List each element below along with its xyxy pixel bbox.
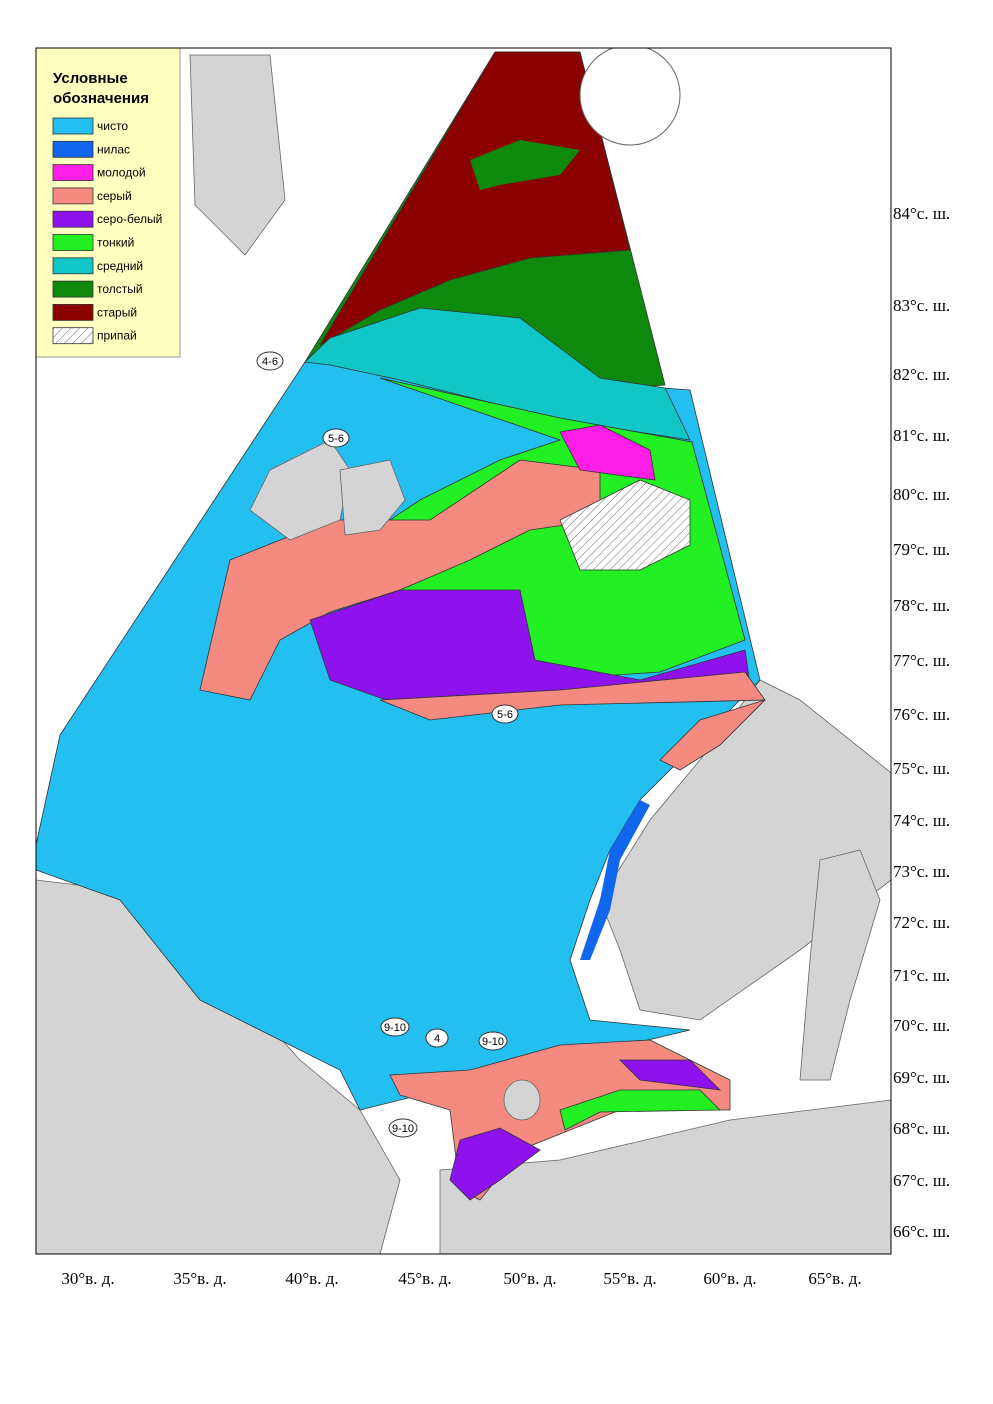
latitude-label: 83°с. ш. — [893, 296, 950, 315]
ice-grey-white — [619, 1059, 722, 1091]
stage-label: 4 — [434, 1033, 440, 1045]
latitude-label: 81°с. ш. — [893, 426, 950, 445]
legend-label: серый — [97, 189, 132, 203]
stage-marker — [388, 1118, 418, 1138]
legend-label: старый — [97, 305, 137, 319]
ice-old — [319, 51, 631, 346]
stage-marker — [256, 351, 284, 371]
ice-medium — [304, 307, 691, 441]
latitude-label: 84°с. ш. — [893, 204, 950, 223]
longitude-labels: 30°в. д. 35°в. д. 40°в. д. 45°в. д. 50°в. д.… — [61, 1269, 861, 1288]
legend-label: средний — [97, 259, 143, 273]
legend-label: чисто — [97, 119, 128, 133]
latitude-label: 78°с. ш. — [893, 596, 950, 615]
latitude-label: 67°с. ш. — [893, 1171, 950, 1190]
latitude-label: 80°с. ш. — [893, 485, 950, 504]
longitude-label: 35°в. д. — [173, 1269, 226, 1288]
latitude-label: 79°с. ш. — [893, 540, 950, 559]
legend-label: молодой — [97, 166, 146, 180]
stage-label: 5-6 — [328, 433, 344, 445]
longitude-label: 45°в. д. — [398, 1269, 451, 1288]
longitude-label: 30°в. д. — [61, 1269, 114, 1288]
ice-nilas — [580, 800, 650, 960]
legend-swatch — [52, 210, 94, 228]
land — [799, 849, 881, 1081]
legend-swatch — [52, 257, 94, 275]
ice-thin — [559, 1089, 721, 1131]
latitude-label: 73°с. ш. — [893, 862, 950, 881]
stage-marker — [322, 428, 350, 448]
stage-marker — [425, 1028, 449, 1048]
legend-label: толстый — [97, 282, 143, 296]
longitude-label: 55°в. д. — [603, 1269, 656, 1288]
ice-grey-white — [449, 1127, 541, 1201]
longitude-label: 50°в. д. — [503, 1269, 556, 1288]
latitude-labels: 84°с. ш. 83°с. ш. 82°с. ш. 81°с. ш. 80°с. ш.… — [893, 204, 950, 1241]
legend-swatch — [52, 280, 94, 298]
land — [439, 1099, 891, 1254]
longitude-label: 65°в. д. — [808, 1269, 861, 1288]
stage-labels: 4-6 5-6 5-6 9-10 4 9-10 9-10 — [256, 351, 519, 1138]
legend-label: нилас — [97, 142, 130, 156]
ice-thick — [470, 140, 580, 190]
latitude-label: 82°с. ш. — [893, 365, 950, 384]
latitude-label: 72°с. ш. — [893, 913, 950, 932]
legend-swatch — [52, 303, 94, 321]
latitude-label: 68°с. ш. — [893, 1119, 950, 1138]
legend-label: серо-белый — [97, 212, 162, 226]
land — [339, 459, 406, 536]
latitude-label: 74°с. ш. — [893, 811, 950, 830]
land — [503, 1079, 541, 1121]
map-body: 4-6 5-6 5-6 9-10 4 9-10 9-10 Условные об… — [36, 48, 891, 1254]
legend: Условные обозначения чисто нилас молодой се… — [36, 48, 181, 358]
legend-label: припай — [97, 329, 137, 343]
legend-swatch — [52, 164, 94, 182]
map-frame — [35, 47, 892, 1255]
latitude-label: 70°с. ш. — [893, 1016, 950, 1035]
latitude-label: 71°с. ш. — [893, 966, 950, 985]
longitude-label: 40°в. д. — [285, 1269, 338, 1288]
latitude-label: 77°с. ш. — [893, 651, 950, 670]
latitude-label: 69°с. ш. — [893, 1068, 950, 1087]
land-fast-ice — [559, 479, 691, 571]
legend-swatch — [52, 140, 94, 158]
ice-young — [559, 424, 656, 481]
stage-marker — [478, 1031, 508, 1051]
stage-marker — [380, 1017, 410, 1037]
longitude-label: 60°в. д. — [703, 1269, 756, 1288]
latitude-label: 76°с. ш. — [893, 705, 950, 724]
pole-circle — [579, 48, 681, 146]
legend-swatch — [52, 327, 94, 345]
stage-label: 9-10 — [384, 1022, 406, 1034]
legend-title: Условные — [53, 70, 128, 87]
legend-swatch — [52, 187, 94, 205]
stage-marker — [491, 704, 519, 724]
latitude-label: 66°с. ш. — [893, 1222, 950, 1241]
ice-grey — [659, 699, 766, 771]
legend-title: обозначения — [53, 90, 149, 107]
legend-swatch — [52, 234, 94, 251]
stage-label: 9-10 — [392, 1123, 414, 1135]
stage-label: 4-6 — [262, 356, 278, 368]
stage-label: 5-6 — [497, 709, 513, 721]
legend-label: тонкий — [97, 236, 134, 250]
latitude-label: 75°с. ш. — [893, 759, 950, 778]
legend-swatch — [52, 117, 94, 135]
land — [189, 54, 286, 256]
stage-label: 9-10 — [482, 1036, 504, 1048]
